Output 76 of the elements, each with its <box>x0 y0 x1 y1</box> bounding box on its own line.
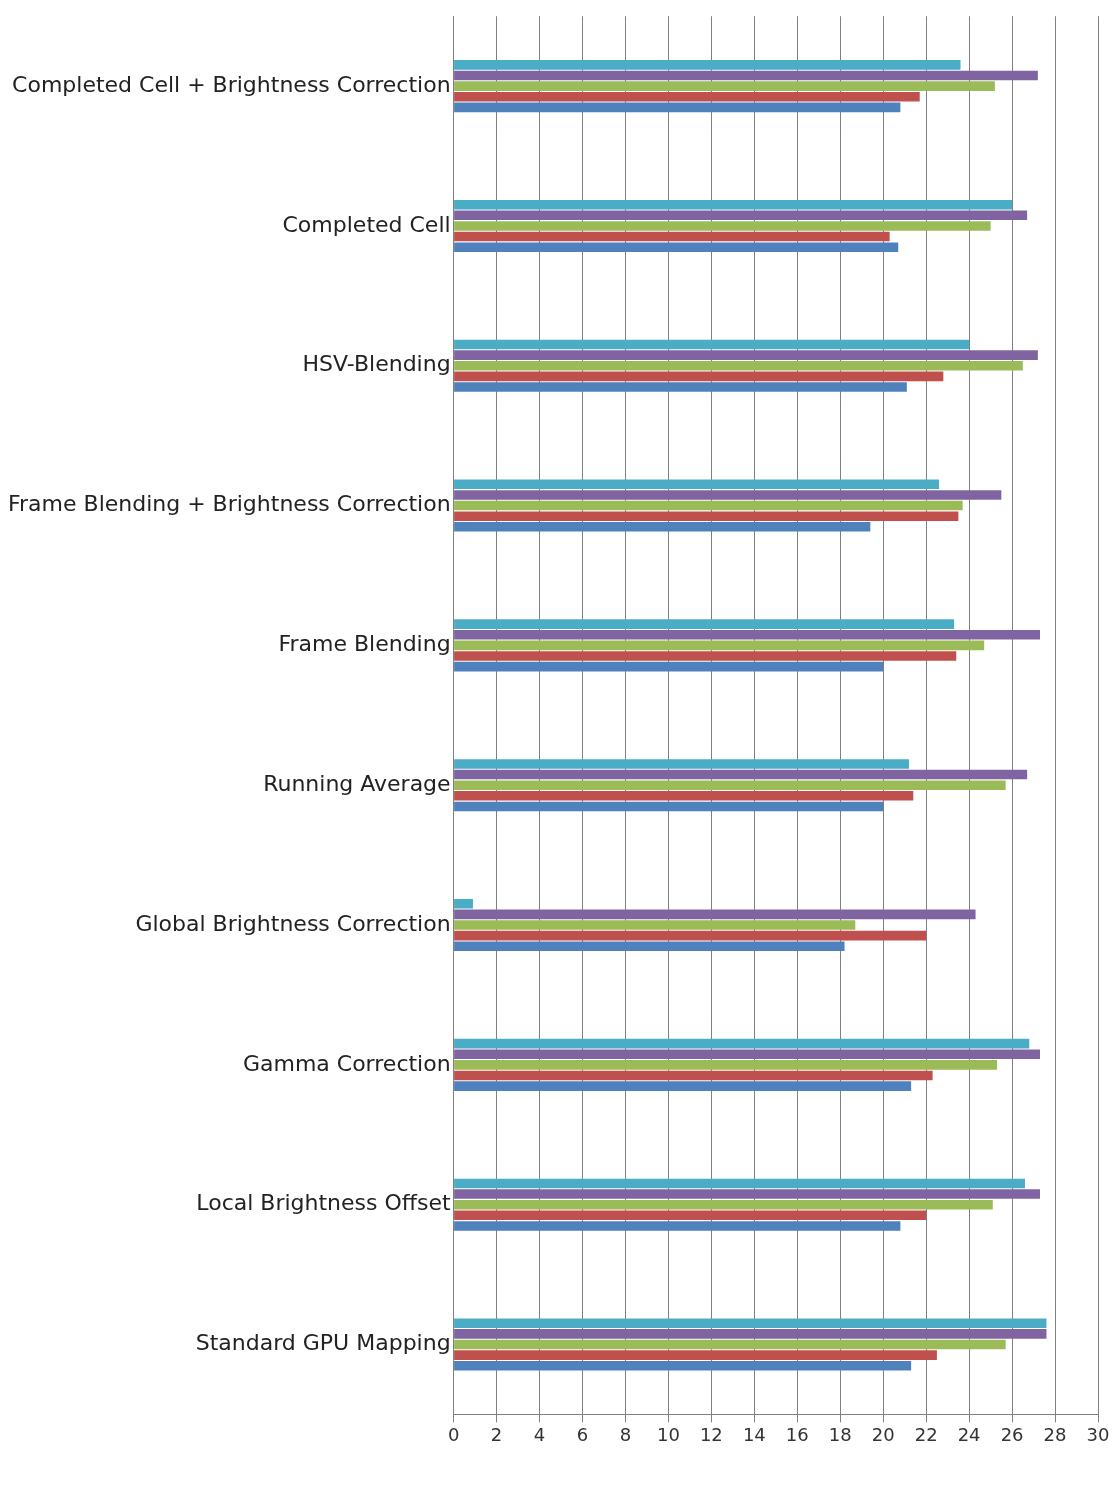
bar <box>454 1060 998 1070</box>
x-tick-label: 18 <box>828 1423 852 1445</box>
bar <box>454 382 907 392</box>
x-tick-label: 4 <box>533 1423 546 1445</box>
bar <box>454 1318 1047 1329</box>
bar <box>454 70 1038 81</box>
bar <box>454 759 909 769</box>
x-tick-label: 0 <box>447 1423 460 1445</box>
bar <box>454 930 927 941</box>
bar <box>454 60 961 70</box>
bar <box>454 661 884 672</box>
x-tick-label: 28 <box>1043 1423 1067 1445</box>
bar <box>454 350 1038 360</box>
bar <box>454 801 884 812</box>
y-tick-label: Standard GPU Mapping <box>195 1330 451 1356</box>
y-tick-label: Completed Cell <box>282 211 451 237</box>
y-tick-label: Gamma Correction <box>242 1050 451 1076</box>
bar <box>454 1329 1047 1339</box>
x-tick-label: 22 <box>914 1423 938 1445</box>
bar <box>454 1199 993 1210</box>
bar <box>454 899 473 909</box>
bar <box>454 619 955 629</box>
x-tick-label: 14 <box>742 1423 766 1445</box>
x-tick-label: 12 <box>699 1423 723 1445</box>
bar <box>454 339 970 350</box>
bar <box>454 791 914 801</box>
y-tick-label: Frame Blending <box>278 631 451 657</box>
bar <box>454 360 1023 371</box>
bar <box>454 81 995 91</box>
x-tick-label: 16 <box>785 1423 809 1445</box>
bar <box>454 1070 933 1081</box>
bar <box>454 199 1013 210</box>
bar <box>454 102 901 113</box>
bar <box>454 1350 937 1360</box>
bar <box>454 1178 1025 1189</box>
bar <box>454 522 871 532</box>
bar <box>454 210 1028 221</box>
x-tick-label: 8 <box>619 1423 632 1445</box>
bar <box>454 1081 912 1091</box>
bar <box>454 909 976 920</box>
y-tick-label: Frame Blending + Brightness Correction <box>8 491 451 517</box>
bar <box>454 242 899 252</box>
bar <box>454 511 959 521</box>
bar <box>454 651 957 661</box>
y-tick-label: Global Brightness Correction <box>135 910 451 936</box>
bar <box>454 1038 1030 1049</box>
bar <box>454 1189 1041 1199</box>
bar <box>454 1210 927 1221</box>
x-tick-label: 24 <box>957 1423 981 1445</box>
bar <box>454 1339 1006 1350</box>
x-tick-label: 6 <box>576 1423 589 1445</box>
x-tick-label: 26 <box>1000 1423 1024 1445</box>
bar <box>454 231 890 242</box>
bar <box>454 941 845 952</box>
y-tick-label: Running Average <box>263 770 451 796</box>
bar <box>454 500 963 511</box>
y-tick-label: Completed Cell + Brightness Correction <box>12 71 451 97</box>
x-tick-label: 20 <box>871 1423 895 1445</box>
bar <box>454 1049 1041 1060</box>
y-tick-label: Local Brightness Offset <box>196 1190 451 1216</box>
bar <box>454 490 1002 500</box>
bar <box>454 1221 901 1231</box>
bar <box>454 221 991 231</box>
bar <box>454 920 856 930</box>
bar <box>454 780 1006 790</box>
bar <box>454 479 940 490</box>
x-tick-label: 30 <box>1086 1423 1110 1445</box>
bar <box>454 640 985 651</box>
bar <box>454 629 1041 640</box>
bar <box>454 1360 912 1371</box>
x-tick-label: 2 <box>490 1423 503 1445</box>
y-tick-label: HSV-Blending <box>302 351 451 377</box>
x-tick-label: 10 <box>656 1423 680 1445</box>
bar <box>454 91 920 102</box>
bar <box>454 371 944 382</box>
bar <box>454 769 1028 780</box>
